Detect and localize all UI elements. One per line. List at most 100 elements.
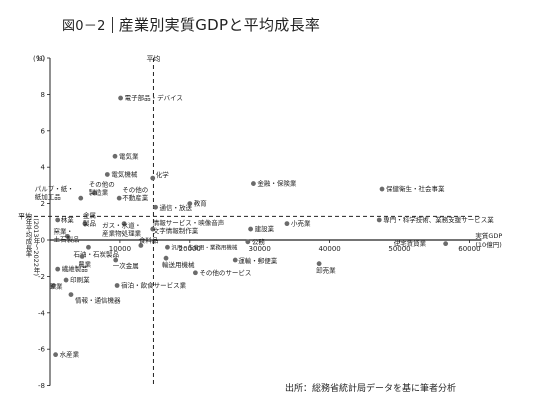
data-point [82,221,88,227]
data-point [51,283,56,288]
data-point [284,221,290,227]
data-label: 林業 [61,215,74,224]
data-point [112,153,118,159]
data-label: 食料品 [139,235,159,244]
data-point [65,233,70,239]
data-point [153,204,158,210]
x-tick-label: 10000 [109,245,131,253]
data-point [118,95,123,101]
y-tick-label: -2 [38,273,45,281]
y-tick-label: -4 [38,309,46,317]
data-label: 輸送用機械 [162,260,195,269]
x-axis-title: (10億円) [475,240,501,249]
data-point [379,186,385,192]
figure-title: 図0－2 産業別実質GDPと平均成長率 [62,14,320,35]
y-tick-label: 6 [41,127,46,135]
average-x-label: 平均 [146,54,160,63]
x-tick-label: 50000 [388,245,410,253]
source-note: 出所：総務省統計局データを基に筆者分析 [285,384,457,394]
data-point [113,257,119,263]
data-label: 運輸・郵便業 [238,256,277,265]
data-point [121,221,127,227]
data-point [55,217,61,223]
data-label: 教育 [194,199,208,208]
x-axis-title: 実質GDP [475,231,502,240]
data-label: 鉱業 [49,282,63,291]
data-label: 卸売業 [316,266,336,275]
data-label: 建設業 [255,224,275,233]
data-label: 住宅賃貸業 [394,239,427,248]
data-label: 農業 [78,259,92,268]
data-point [187,201,193,207]
data-point [53,352,58,358]
y-tick-label: -8 [38,382,45,390]
data-point [248,226,254,232]
data-point [251,181,256,186]
data-point [163,255,169,261]
y-tick-label: 0 [41,237,45,245]
data-point [150,175,156,181]
y-unit-label: (%) [33,55,45,63]
data-label: 電気機械 [111,169,137,178]
data-label: 宿泊・飲食サービス業 [121,281,187,290]
data-point [55,266,61,272]
data-point [63,277,69,283]
data-label: 情報・通信機器 [75,296,121,305]
data-label: 水産業 [60,350,80,359]
data-point [165,244,170,250]
data-point [138,243,144,248]
data-label: その他の不動産業 [122,185,148,202]
data-point [79,253,85,259]
data-label: 電子部品・デバイス [125,93,183,102]
data-point [78,195,84,201]
data-label: ガス・水道・産業物処理業 [102,221,141,238]
y-tick-label: -6 [38,346,46,354]
data-label: その他の製造業 [89,180,115,197]
data-label: 電気業 [119,151,139,160]
x-tick-label: 30000 [249,245,271,253]
x-tick-label: 60000 [458,245,480,253]
data-point [114,283,120,288]
data-point [86,244,91,250]
data-label: パルプ・紙・紙加工品 [35,184,74,201]
data-point [150,226,156,232]
data-point [116,195,122,201]
y-tick-label: 4 [41,164,46,172]
data-label: 小売業 [291,219,311,228]
data-label: 通信・放送 [160,203,193,212]
y-axis-title: (2013年～2022年) [32,218,40,276]
data-point [92,190,98,196]
data-point [443,241,449,247]
y-tick-label: 2 [41,200,45,208]
data-label: 保健衛生・社会事業 [386,184,445,193]
data-label: 一次金属 [113,261,139,270]
x-tick-label: 40000 [318,245,340,253]
x-tick-label: 20000 [179,245,201,253]
data-point [376,217,382,223]
data-label: 公務 [252,237,266,246]
average-y-label: 平均 [18,211,32,220]
y-axis-title: 年平均成長率 [24,217,32,259]
data-point [245,239,251,245]
data-label: 専門・科学技術、業務支援サービス業 [383,215,494,224]
title-text: 産業別実質GDPと平均成長率 [118,16,321,34]
data-label: 金属製品 [83,211,96,228]
y-tick-label: 10 [36,55,45,63]
figure-number: 図0－2 [62,19,106,34]
data-label: その他のサービス [199,268,251,277]
data-label: 繊維製品 [62,264,88,273]
y-tick-label: 8 [41,91,45,99]
data-label: 石油・石炭製品 [73,249,119,258]
data-point [316,261,322,267]
title-divider [111,17,113,33]
data-point [232,257,238,263]
data-label: 化学 [156,170,170,179]
data-label: 情報サービス・映像音声文字情報制作業 [153,218,225,235]
data-label: 印刷業 [70,275,90,284]
data-point [68,292,74,297]
data-label: 金融・保険業 [257,179,297,188]
data-point [192,270,198,276]
data-label: 窯業・土石製品 [53,226,79,243]
data-label: 汎用・生産用・業務用機械 [171,243,238,251]
data-point [104,172,110,177]
